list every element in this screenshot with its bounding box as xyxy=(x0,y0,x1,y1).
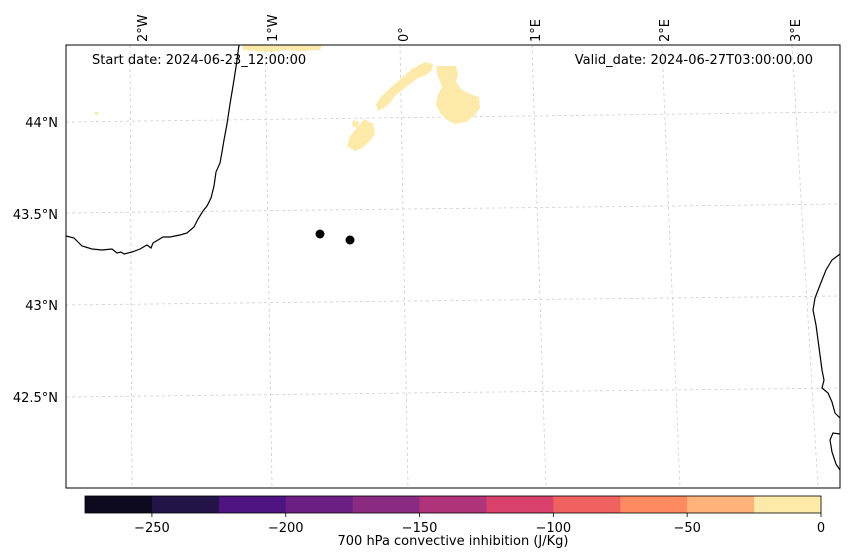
field-patch-south xyxy=(347,119,375,151)
field-patch-north-strip xyxy=(242,45,322,52)
lat-label-43-5: 43.5°N xyxy=(13,208,58,223)
colorbar-bin-0 xyxy=(85,496,153,513)
colorbar-tick-label-3: −100 xyxy=(536,521,572,536)
lon-label-2e: 2°E xyxy=(658,19,673,42)
colorbar-tick-label-4: −50 xyxy=(673,521,700,536)
graticule xyxy=(65,44,841,489)
colorbar-bin-6 xyxy=(486,496,554,513)
colorbar-bin-1 xyxy=(151,496,220,513)
map-frame xyxy=(65,44,841,489)
colorbar-bin-7 xyxy=(553,496,621,513)
colorbar-bin-4 xyxy=(352,496,421,513)
field-patch-tiny xyxy=(95,112,98,115)
colorbar-tick-label-1: −200 xyxy=(268,521,304,536)
colorbar-frame xyxy=(84,495,822,514)
valid-date: Valid_date: 2024-06-27T03:00:00.00 xyxy=(575,53,813,68)
colorbar-tick-label-0: −250 xyxy=(134,521,170,536)
lat-label-43: 43°N xyxy=(25,299,58,314)
field-patch-east xyxy=(436,66,480,124)
colorbar-bin-8 xyxy=(620,496,688,513)
marker-point-1 xyxy=(315,229,325,239)
colorbar-tick-label-2: −150 xyxy=(402,521,438,536)
colorbar-bin-3 xyxy=(285,496,354,513)
lat-label-42-5: 42.5°N xyxy=(13,391,58,406)
coastline-east xyxy=(812,253,841,419)
lon-label-1w: 1°W xyxy=(266,14,281,42)
field-patch-small xyxy=(352,120,359,128)
lon-label-0: 0° xyxy=(397,27,412,42)
coastline-west xyxy=(65,44,240,255)
colorbar-bin-9 xyxy=(687,496,755,513)
field-patch-center xyxy=(376,62,433,111)
colorbar-tick-label-5: 0 xyxy=(817,521,825,536)
colorbar xyxy=(85,496,822,513)
lon-label-3e: 3°E xyxy=(789,19,804,42)
coastline-east-south xyxy=(829,432,841,471)
lon-label-1e: 1°E xyxy=(529,19,544,42)
lat-label-44: 44°N xyxy=(25,116,58,131)
colorbar-bin-5 xyxy=(419,496,487,513)
marker-point-2 xyxy=(345,235,355,245)
field-patches xyxy=(95,45,480,151)
colorbar-bin-2 xyxy=(218,496,287,513)
colorbar-label: 700 hPa convective inhibition (J/Kg) xyxy=(338,534,569,549)
start-date: Start date: 2024-06-23_12:00:00 xyxy=(92,53,306,68)
lon-label-2w: 2°W xyxy=(136,14,151,42)
colorbar-bin-10 xyxy=(754,496,822,513)
colorbar-ticks: −250 −200 −150 −100 −50 0 xyxy=(134,513,825,536)
